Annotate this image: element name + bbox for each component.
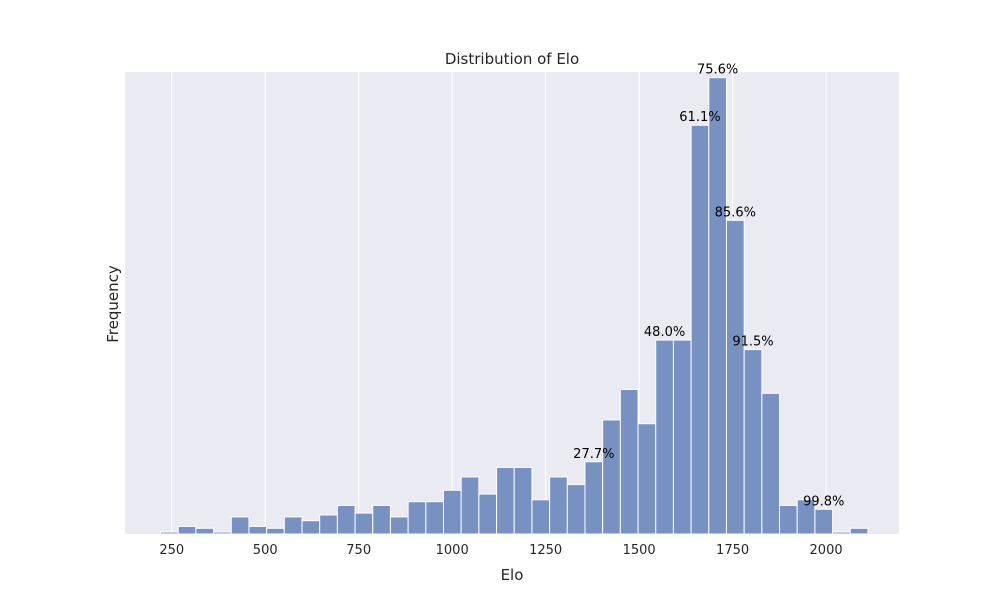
histogram-bar — [460, 476, 480, 535]
y-axis-label: Frequency — [104, 265, 122, 343]
histogram-bar — [743, 349, 763, 535]
x-tick-label: 1750 — [716, 543, 749, 558]
histogram-bar — [779, 504, 798, 535]
histogram-bar — [336, 504, 356, 535]
percentile-annotation: 85.6% — [715, 205, 756, 220]
percentile-annotation: 27.7% — [573, 447, 614, 462]
histogram-bar — [655, 339, 674, 535]
x-axis-ticks: 250 500 750 1000 1250 1500 1750 2000 — [159, 543, 842, 558]
histogram-bar — [725, 219, 745, 535]
x-tick-label: 250 — [159, 543, 184, 558]
histogram-bar — [407, 501, 427, 535]
histogram-bar — [566, 484, 586, 535]
histogram-bar — [177, 525, 197, 535]
histogram-bar — [584, 461, 604, 535]
histogram-bar — [283, 516, 303, 535]
histogram-bar — [708, 77, 727, 535]
percentile-annotation: 61.1% — [679, 110, 720, 125]
percentile-annotation: 48.0% — [644, 325, 685, 340]
histogram-bar — [478, 493, 498, 535]
x-tick-label: 1000 — [436, 543, 469, 558]
histogram-bar — [690, 124, 710, 535]
percentile-annotation: 75.6% — [697, 63, 738, 78]
bars — [160, 77, 869, 535]
histogram-bar — [195, 527, 215, 535]
x-tick-label: 750 — [346, 543, 371, 558]
histogram-bar — [832, 531, 851, 535]
histogram-bar — [230, 516, 250, 535]
histogram-bar — [301, 520, 321, 535]
percentile-annotations: 27.7% 48.0% 61.1% 75.6% 85.6% 91.5% 99.8% — [573, 63, 844, 510]
histogram-bar — [619, 389, 639, 535]
histogram-bar — [266, 527, 285, 535]
histogram-bar — [213, 531, 232, 535]
x-axis-label: Elo — [501, 566, 524, 584]
histogram-bar — [319, 514, 338, 535]
histogram-bar — [425, 501, 444, 535]
histogram-bar — [531, 499, 551, 535]
histogram-bar — [442, 489, 462, 535]
histogram-bar — [389, 516, 409, 535]
histogram-bar — [372, 504, 391, 535]
histogram-bar — [637, 423, 657, 535]
histogram-bar — [248, 525, 268, 535]
percentile-annotation: 99.8% — [803, 494, 844, 509]
x-tick-label: 1250 — [529, 543, 562, 558]
histogram-bar — [513, 466, 533, 535]
x-tick-label: 500 — [253, 543, 278, 558]
histogram-bar — [849, 527, 869, 535]
histogram-bar — [160, 531, 179, 535]
histogram-bar — [602, 419, 621, 535]
grid-lines — [171, 72, 827, 534]
histogram-bar — [814, 508, 834, 535]
chart-title: Distribution of Elo — [445, 50, 579, 68]
histogram-bar — [496, 466, 515, 535]
histogram-bar — [549, 476, 568, 535]
histogram-bar — [761, 392, 781, 535]
plot-background — [125, 72, 899, 534]
percentile-annotation: 91.5% — [732, 335, 773, 350]
histogram-bar — [354, 512, 374, 535]
x-tick-label: 2000 — [810, 543, 843, 558]
x-tick-label: 1500 — [623, 543, 656, 558]
histogram-bar — [672, 339, 692, 535]
